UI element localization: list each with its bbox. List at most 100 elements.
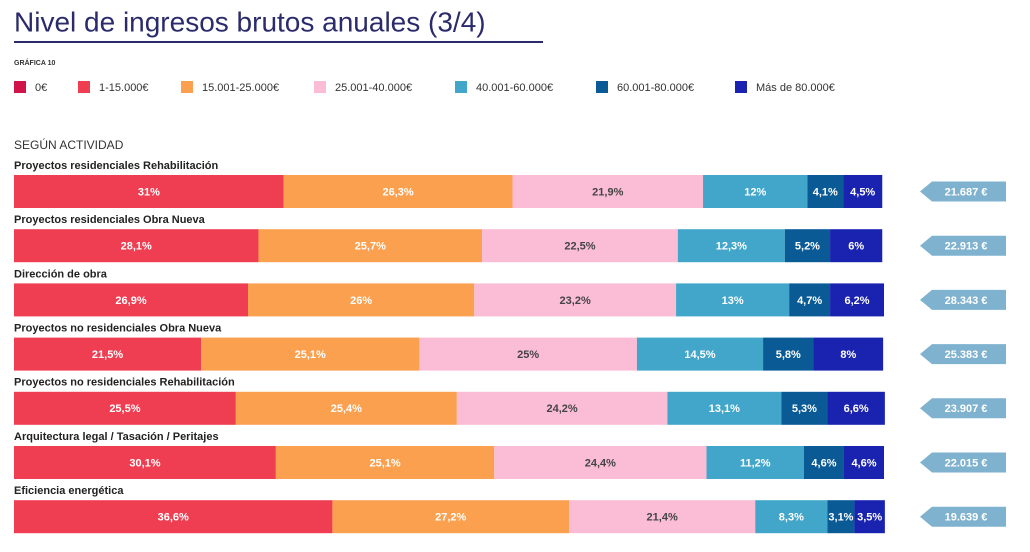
bar-segment (789, 283, 831, 317)
legend-label: Más de 80.000€ (756, 82, 835, 94)
category-label: Proyectos no residenciales Obra Nueva (14, 323, 222, 335)
value-label: 25,5% (109, 403, 140, 415)
value-label: 25,4% (331, 403, 362, 415)
bar-segment (676, 283, 790, 317)
bar-segment (763, 337, 814, 371)
legend-label: 60.001-80.000€ (617, 82, 694, 94)
value-label: 3,1% (828, 512, 853, 524)
category-label: Proyectos residenciales Obra Nueva (14, 214, 206, 226)
bar-segment (784, 229, 831, 263)
legend-label: 0€ (35, 82, 47, 94)
average-label: 21.687 € (945, 186, 988, 198)
bar-segment (843, 175, 883, 208)
value-label: 27,2% (435, 512, 466, 524)
bar-segment (419, 337, 637, 371)
bar-segment (636, 337, 764, 371)
legend-swatch (78, 81, 90, 93)
bar-segment (667, 391, 782, 425)
value-label: 25% (517, 349, 539, 361)
average-label: 22.913 € (945, 241, 988, 253)
value-label: 6,2% (844, 295, 869, 307)
bar-segment (332, 500, 570, 534)
value-label: 22,5% (564, 241, 595, 253)
chart-title: Nivel de ingresos brutos anuales (3/4) (14, 6, 486, 37)
bar-segment (854, 500, 885, 534)
bar-segment (827, 500, 855, 534)
value-label: 6,6% (844, 403, 869, 415)
average-label: 19.639 € (945, 512, 988, 524)
bar-segment (275, 446, 495, 479)
value-label: 26,9% (115, 295, 146, 307)
average-label: 23.907 € (945, 403, 988, 415)
legend-swatch (735, 81, 747, 93)
category-label: Eficiencia energética (14, 485, 124, 497)
bar-segment (803, 446, 844, 479)
legend-label: 1-15.000€ (99, 82, 149, 94)
value-label: 4,7% (797, 295, 822, 307)
value-label: 11,2% (740, 457, 771, 469)
bar-segment (14, 446, 276, 479)
bar-segment (706, 446, 804, 479)
bar-segment (843, 446, 884, 479)
value-label: 30,1% (129, 457, 160, 469)
value-label: 31% (138, 186, 160, 198)
average-tag (920, 289, 1006, 310)
section-label: SEGÚN ACTIVIDAD (14, 137, 124, 152)
value-label: 13% (722, 295, 744, 307)
value-label: 23,2% (560, 295, 591, 307)
legend-swatch (596, 81, 608, 93)
bar-segment (201, 337, 420, 371)
bar-segment (755, 500, 828, 534)
bar-segment (807, 175, 844, 208)
value-label: 4,6% (811, 457, 836, 469)
average-tag (920, 181, 1006, 202)
value-label: 21,9% (592, 186, 623, 198)
bar-segment (456, 391, 668, 425)
value-label: 5,3% (792, 403, 817, 415)
value-label: 8,3% (779, 512, 804, 524)
bar-segment (248, 283, 475, 317)
value-label: 25,1% (369, 457, 400, 469)
value-label: 25,1% (295, 349, 326, 361)
average-tag (920, 506, 1006, 527)
value-label: 4,6% (851, 457, 876, 469)
value-label: 21,4% (647, 512, 678, 524)
category-label: Proyectos no residenciales Rehabilitació… (14, 377, 235, 389)
bar-segment (512, 175, 704, 208)
bar-segment (494, 446, 707, 479)
bar-segment (14, 229, 259, 263)
bar-segment (827, 391, 885, 425)
value-label: 12,3% (716, 241, 747, 253)
legend-swatch (314, 81, 326, 93)
average-tag (920, 398, 1006, 419)
bar-segment (830, 283, 884, 317)
value-label: 5,8% (776, 349, 801, 361)
value-label: 21,5% (92, 349, 123, 361)
bar-segment (569, 500, 756, 534)
legend-label: 25.001-40.000€ (335, 82, 412, 94)
bar-segment (14, 391, 236, 425)
average-label: 22.015 € (945, 457, 988, 469)
bar-segment (14, 337, 202, 371)
value-label: 36,6% (158, 512, 189, 524)
value-label: 26,3% (383, 186, 414, 198)
average-tag (920, 452, 1006, 473)
category-label: Proyectos residenciales Rehabilitación (14, 160, 218, 172)
bar-segment (235, 391, 457, 425)
average-label: 25.383 € (945, 349, 988, 361)
bar-segment (482, 229, 678, 263)
average-tag (920, 235, 1006, 256)
legend-swatch (181, 81, 193, 93)
value-label: 13,1% (709, 403, 740, 415)
bar-segment (703, 175, 808, 208)
average-label: 28.343 € (945, 295, 988, 307)
legend-label: 15.001-25.000€ (202, 82, 279, 94)
value-label: 4,5% (850, 186, 875, 198)
bar-segment (830, 229, 883, 263)
value-label: 5,2% (795, 241, 820, 253)
legend-label: 40.001-60.000€ (476, 82, 553, 94)
bar-segment (258, 229, 483, 263)
legend-swatch (455, 81, 467, 93)
legend-swatch (14, 81, 26, 93)
bar-segment (813, 337, 884, 371)
